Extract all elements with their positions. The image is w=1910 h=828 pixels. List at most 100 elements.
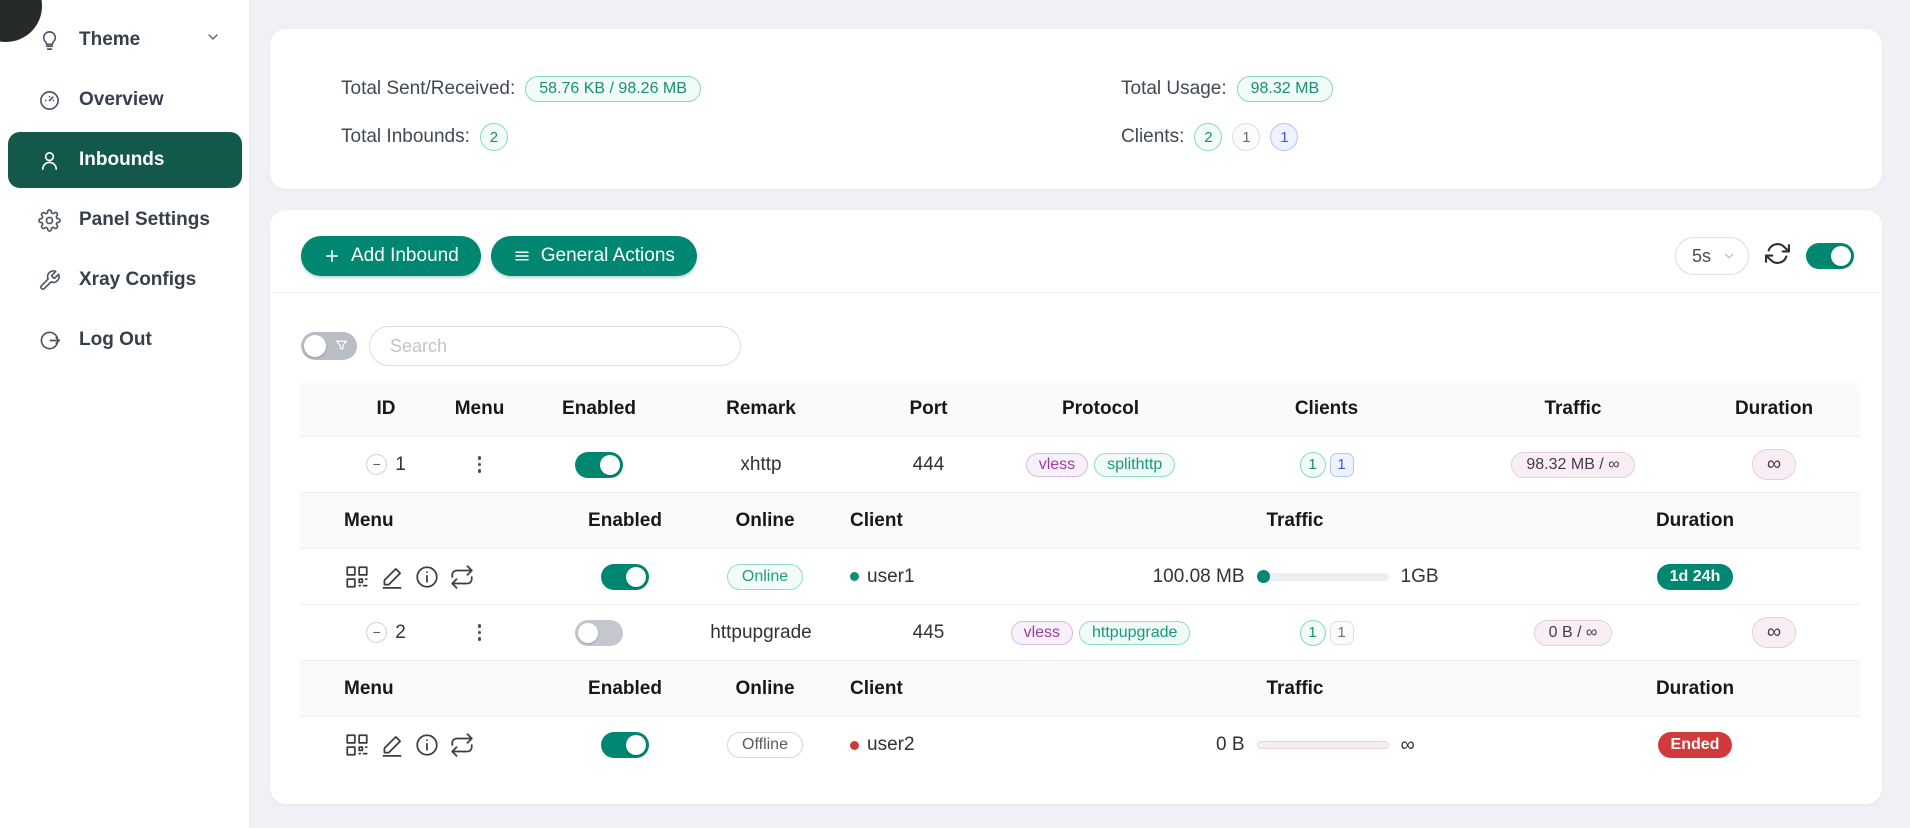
sidebar-item-label: Overview [79, 89, 164, 110]
traffic-total: 1GB [1400, 565, 1439, 587]
header-duration: Duration [1734, 397, 1814, 419]
inbound-remark: httpupgrade [710, 621, 812, 643]
header-remark: Remark [726, 397, 796, 419]
sidebar-item-inbounds[interactable]: Inbounds [8, 132, 242, 188]
search-row [301, 326, 741, 366]
inbound-duration-badge: ∞ [1751, 617, 1797, 648]
table-header-row: ID Menu Enabled Remark Port Protocol Cli… [300, 381, 1860, 437]
stats-row-2: Total Inbounds: 2 Clients: 2 1 1 [270, 113, 1882, 161]
online-status-badge: Online [726, 563, 804, 590]
protocol-tag: vless [1010, 620, 1074, 645]
subheader-traffic: Traffic [1266, 677, 1324, 699]
inbound-id: 1 [395, 453, 406, 475]
online-status-badge: Offline [727, 732, 803, 758]
subheader-online: Online [735, 509, 795, 531]
inbound-duration-badge: ∞ [1751, 449, 1797, 480]
clients-count-badge: 1 [1299, 451, 1326, 478]
reset-traffic-icon[interactable] [449, 564, 475, 590]
inbound-row: − 2 httpupgrade 445 vless httpupgrade 1 … [300, 605, 1860, 661]
traffic-used: 100.08 MB [1152, 565, 1245, 587]
total-inbounds-value: 2 [479, 123, 508, 151]
subheader-duration: Duration [1655, 677, 1735, 699]
traffic-progress-bar [1256, 570, 1389, 583]
subheader-enabled: Enabled [588, 677, 662, 699]
collapse-row-button[interactable]: − [366, 622, 388, 643]
auto-refresh-toggle[interactable] [1806, 243, 1854, 269]
inbound-enabled-toggle[interactable] [575, 619, 623, 646]
sidebar-item-label: Xray Configs [79, 269, 197, 290]
client-status-dot [850, 572, 859, 581]
inbound-row: − 1 xhttp 444 vless splithttp 1 1 98.32 … [300, 437, 1860, 493]
client-enabled-toggle[interactable] [601, 563, 649, 590]
qrcode-icon[interactable] [344, 732, 370, 758]
client-row: Online user1 100.08 MB 1GB 1d 24h [300, 549, 1860, 605]
stats-card: Total Sent/Received: 58.76 KB / 98.26 MB… [270, 29, 1882, 189]
sidebar-item-label: Inbounds [79, 149, 165, 170]
inbound-traffic-badge: 0 B / ∞ [1533, 619, 1613, 646]
header-traffic: Traffic [1544, 397, 1602, 419]
header-protocol: Protocol [1061, 397, 1140, 419]
total-usage-value: 98.32 MB [1236, 76, 1334, 102]
chevron-down-icon [1724, 253, 1734, 259]
reset-traffic-icon[interactable] [449, 732, 475, 758]
user-icon [41, 151, 58, 170]
sidebar-item-theme[interactable]: Theme [0, 10, 249, 70]
subheader-client: Client [850, 509, 903, 531]
qrcode-icon[interactable] [344, 564, 370, 590]
transport-tag: splithttp [1094, 452, 1176, 477]
bulb-icon [42, 30, 57, 50]
transport-tag: httpupgrade [1079, 620, 1191, 645]
refresh-button[interactable] [1765, 241, 1790, 271]
traffic-used: 0 B [1215, 734, 1245, 755]
client-enabled-toggle[interactable] [601, 732, 649, 758]
filter-toggle[interactable] [301, 332, 357, 360]
general-actions-button[interactable]: General Actions [490, 236, 697, 276]
search-input[interactable] [369, 326, 741, 366]
sidebar-item-overview[interactable]: Overview [0, 70, 249, 130]
header-id: ID [376, 397, 396, 419]
row-menu-button[interactable] [474, 452, 486, 477]
refresh-interval-select[interactable]: 5s [1675, 237, 1749, 275]
subheader-client: Client [850, 677, 903, 699]
info-icon[interactable] [414, 564, 440, 590]
protocol-tag: vless [1025, 452, 1089, 477]
stats-row-1: Total Sent/Received: 58.76 KB / 98.26 MB… [270, 65, 1882, 113]
client-row: Offline user2 0 B ∞ Ended [300, 717, 1860, 773]
sidebar-item-logout[interactable]: Log Out [0, 310, 249, 370]
traffic-total: ∞ [1400, 733, 1415, 756]
total-sent-received-value: 58.76 KB / 98.26 MB [525, 76, 701, 102]
clients-count-badge: 1 [1299, 619, 1326, 646]
edit-icon[interactable] [379, 564, 405, 590]
edit-icon[interactable] [379, 732, 405, 758]
header-menu: Menu [454, 397, 505, 419]
sidebar-item-xray-configs[interactable]: Xray Configs [0, 250, 249, 310]
wrench-icon [40, 269, 60, 290]
add-inbound-button[interactable]: Add Inbound [301, 236, 481, 276]
clients-online-badge: 1 [1329, 452, 1354, 477]
sidebar: Theme Overview Inbounds Panel Settings X… [0, 0, 250, 828]
sidebar-item-label: Log Out [79, 329, 152, 350]
menu-lines-icon [515, 251, 529, 261]
sidebar-item-panel-settings[interactable]: Panel Settings [0, 190, 249, 250]
subheader-online: Online [735, 677, 795, 699]
inbound-port: 444 [912, 453, 945, 475]
inbound-remark: xhttp [740, 453, 782, 475]
subheader-enabled: Enabled [588, 509, 662, 531]
info-icon[interactable] [414, 732, 440, 758]
row-menu-button[interactable] [474, 620, 486, 645]
inbound-port: 445 [912, 621, 945, 643]
sidebar-nav: Theme Overview Inbounds Panel Settings X… [0, 10, 249, 370]
client-table-header: Menu Enabled Online Client Traffic Durat… [300, 661, 1860, 717]
client-name: user2 [867, 734, 915, 755]
collapse-row-button[interactable]: − [366, 454, 388, 475]
client-table-header: Menu Enabled Online Client Traffic Durat… [300, 493, 1860, 549]
chevron-down-icon [205, 29, 221, 51]
subheader-duration: Duration [1655, 509, 1735, 531]
subheader-menu: Menu [344, 677, 394, 699]
total-inbounds-label: Total Inbounds: [341, 126, 470, 147]
inbound-enabled-toggle[interactable] [575, 451, 623, 478]
total-sent-received-label: Total Sent/Received: [341, 78, 516, 99]
refresh-icon [1765, 243, 1790, 264]
subheader-traffic: Traffic [1266, 509, 1324, 531]
funnel-icon [335, 340, 348, 350]
